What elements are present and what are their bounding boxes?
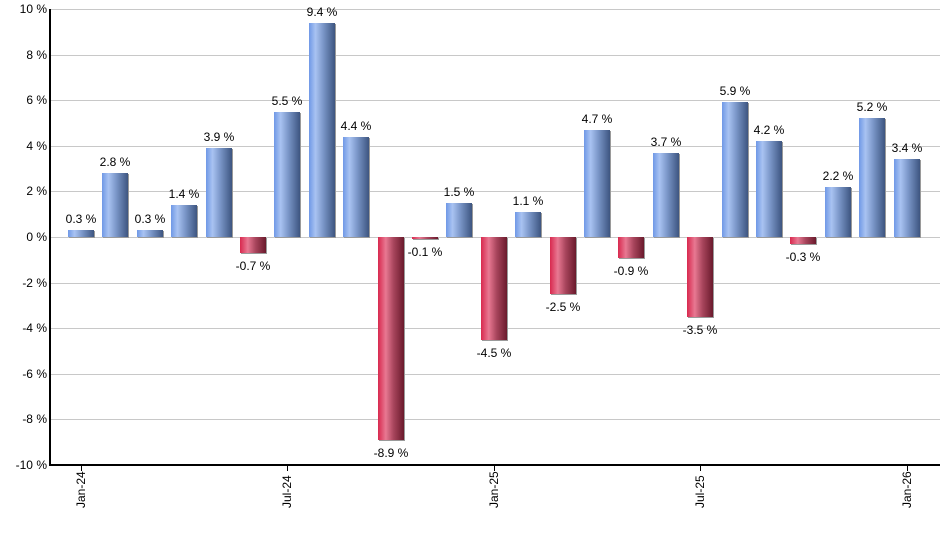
data-label: -3.5 % [682, 323, 718, 337]
y-tick-label: 6 % [26, 93, 47, 107]
y-tick-label: -2 % [22, 276, 47, 290]
y-tick-label: -6 % [22, 367, 47, 381]
data-label: 5.9 % [719, 84, 751, 98]
bar-may-25 [618, 237, 644, 258]
y-tick-label: 4 % [26, 139, 47, 153]
data-label: -8.9 % [373, 446, 409, 460]
bar-apr-24 [171, 205, 197, 237]
gridline [49, 100, 940, 101]
data-label: -2.5 % [545, 300, 581, 314]
bar-sep-25 [756, 141, 782, 237]
bar-oct-25 [790, 237, 816, 244]
data-label: -0.9 % [613, 264, 649, 278]
bar-feb-24 [102, 173, 128, 237]
bar-may-24 [206, 148, 232, 237]
y-tick-label: -10 % [15, 458, 47, 472]
data-label: 3.4 % [891, 141, 923, 155]
gridline [49, 191, 940, 192]
data-label: 0.3 % [65, 212, 97, 226]
y-tick-label: -4 % [22, 321, 47, 335]
x-tick-label: Jul-24 [280, 475, 294, 508]
data-label: 9.4 % [306, 5, 338, 19]
x-tick-mark [907, 466, 908, 471]
y-tick-label: 2 % [26, 184, 47, 198]
x-tick-label: Jan-25 [487, 471, 501, 508]
bar-jan-26 [894, 159, 920, 237]
bar-aug-24 [309, 23, 335, 237]
x-tick-mark [81, 466, 82, 471]
data-label: 5.2 % [856, 100, 888, 114]
data-label: 2.2 % [822, 169, 854, 183]
data-label: 3.9 % [203, 130, 235, 144]
bar-dec-25 [859, 118, 885, 237]
x-tick-mark [700, 466, 701, 471]
data-label: 2.8 % [99, 155, 131, 169]
y-tick-label: 8 % [26, 48, 47, 62]
gridline [49, 146, 940, 147]
data-label: -0.1 % [407, 245, 443, 259]
bar-jul-24 [274, 112, 300, 237]
x-tick-mark [287, 466, 288, 471]
data-label: 4.2 % [753, 123, 785, 137]
gridline [49, 419, 940, 420]
y-axis-line [49, 9, 51, 466]
bar-jun-25 [653, 153, 679, 237]
x-axis-line [49, 464, 940, 466]
data-label: 3.7 % [650, 135, 682, 149]
data-label: 1.1 % [512, 194, 544, 208]
x-tick-label: Jan-26 [900, 471, 914, 508]
y-tick-label: 10 % [19, 2, 47, 16]
x-tick-label: Jan-24 [74, 471, 88, 508]
gridline [49, 55, 940, 56]
bar-mar-25 [550, 237, 576, 294]
data-label: 0.3 % [134, 212, 166, 226]
bar-jun-24 [240, 237, 266, 253]
data-label: 1.4 % [168, 187, 200, 201]
bar-feb-25 [515, 212, 541, 237]
bar-jan-25 [481, 237, 507, 340]
x-tick-label: Jul-25 [693, 475, 707, 508]
bar-dec-24 [446, 203, 472, 237]
bar-nov-24 [412, 237, 438, 239]
x-tick-mark [494, 466, 495, 471]
data-label: -4.5 % [476, 346, 512, 360]
gridline [49, 9, 940, 10]
y-tick-label: 0 % [26, 230, 47, 244]
data-label: 5.5 % [271, 94, 303, 108]
bar-nov-25 [825, 187, 851, 237]
data-label: -0.7 % [235, 259, 271, 273]
bar-aug-25 [722, 102, 748, 237]
data-label: 4.4 % [340, 119, 372, 133]
bar-oct-24 [378, 237, 404, 440]
bar-apr-25 [584, 130, 610, 237]
data-label: 4.7 % [581, 112, 613, 126]
y-tick-label: -8 % [22, 412, 47, 426]
data-label: 1.5 % [443, 185, 475, 199]
bar-mar-24 [137, 230, 163, 237]
bar-jul-25 [687, 237, 713, 317]
gridline [49, 374, 940, 375]
bar-sep-24 [343, 137, 369, 237]
data-label: -0.3 % [785, 250, 821, 264]
bar-jan-24 [68, 230, 94, 237]
